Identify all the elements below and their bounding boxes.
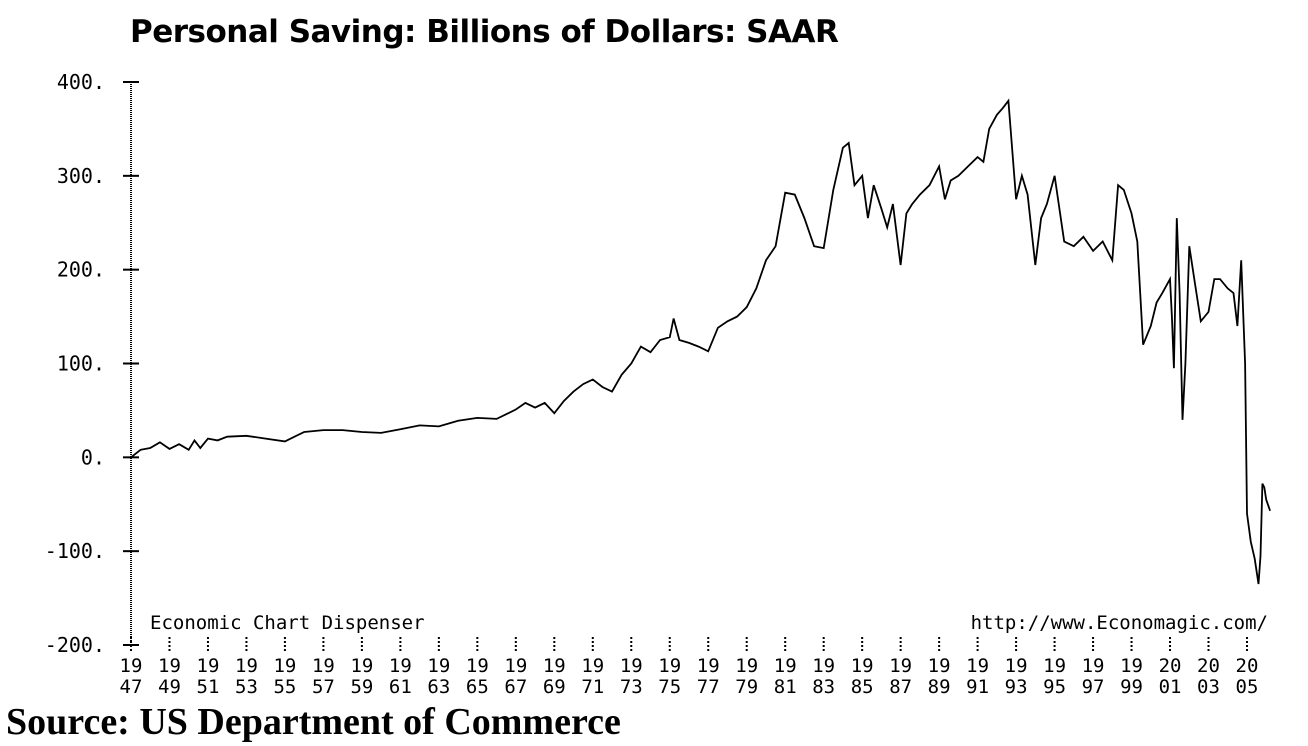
x-tick-label-century: 19	[273, 655, 296, 677]
y-tick-label: 400.	[57, 70, 105, 94]
y-axis-ticks: 400. 300. 200. 100. 0. -100. -200.	[45, 70, 139, 657]
x-tick-label-century: 19	[197, 655, 220, 677]
x-tick-label-century: 19	[1005, 655, 1028, 677]
x-tick-label-century: 20	[1236, 655, 1259, 677]
x-tick-label-century: 19	[389, 655, 412, 677]
x-tick-label-year: 85	[851, 676, 874, 698]
x-tick-label-century: 19	[812, 655, 835, 677]
x-tick-label-year: 83	[812, 676, 835, 698]
x-tick-label-year: 51	[197, 676, 220, 698]
x-tick-label-year: 93	[1005, 676, 1028, 698]
source-caption: Source: US Department of Commerce	[6, 701, 621, 743]
annotation-economic-chart-dispenser: Economic Chart Dispenser	[150, 612, 425, 634]
x-tick-label-year: 59	[350, 676, 373, 698]
x-tick-label-century: 19	[504, 655, 527, 677]
x-tick-label-century: 19	[120, 655, 143, 677]
x-tick-label-century: 19	[697, 655, 720, 677]
x-tick-label-year: 73	[620, 676, 643, 698]
x-tick-label-century: 19	[620, 655, 643, 677]
y-tick-label: 100.	[57, 352, 105, 376]
x-tick-label-year: 75	[658, 676, 681, 698]
x-tick-label-century: 19	[158, 655, 181, 677]
x-tick-label-year: 97	[1082, 676, 1105, 698]
x-tick-label-century: 19	[312, 655, 335, 677]
y-tick-label: -100.	[45, 539, 105, 563]
x-tick-label-century: 20	[1197, 655, 1220, 677]
series-line-personal-saving	[130, 98, 1271, 585]
chart-area: 400.300.200.100.0.-100.-200. 19471949195…	[45, 70, 1271, 698]
x-tick-label-year: 49	[158, 676, 181, 698]
x-tick-label-century: 19	[966, 655, 989, 677]
y-tick-label: 300.	[57, 164, 105, 188]
annotation-economagic-url: http://www.Economagic.com/	[971, 612, 1268, 634]
x-tick-label-century: 19	[889, 655, 912, 677]
x-tick-label-year: 61	[389, 676, 412, 698]
x-tick-label-year: 47	[120, 676, 143, 698]
x-tick-label-century: 19	[735, 655, 758, 677]
x-tick-label-year: 87	[889, 676, 912, 698]
x-tick-label-year: 05	[1236, 676, 1259, 698]
x-tick-label-year: 71	[581, 676, 604, 698]
chart-title: Personal Saving: Billions of Dollars: SA…	[130, 14, 839, 50]
x-tick-label-year: 57	[312, 676, 335, 698]
x-tick-label-century: 19	[658, 655, 681, 677]
x-tick-label-century: 19	[581, 655, 604, 677]
x-tick-label-year: 77	[697, 676, 720, 698]
x-tick-label-year: 55	[273, 676, 296, 698]
x-tick-label-century: 19	[350, 655, 373, 677]
x-tick-label-century: 19	[543, 655, 566, 677]
x-tick-label-year: 01	[1159, 676, 1182, 698]
x-tick-label-year: 99	[1120, 676, 1143, 698]
x-tick-label-year: 53	[235, 676, 258, 698]
x-tick-label-century: 20	[1159, 655, 1182, 677]
x-tick-label-year: 69	[543, 676, 566, 698]
x-tick-label-century: 19	[235, 655, 258, 677]
y-tick-label: 0.	[81, 445, 105, 469]
y-tick-label: 200.	[57, 258, 105, 282]
x-axis-ticks: 1947194919511953195519571959196119631965…	[120, 637, 1259, 698]
x-tick-label-year: 89	[928, 676, 951, 698]
x-tick-label-century: 19	[928, 655, 951, 677]
x-tick-label-year: 65	[466, 676, 489, 698]
x-tick-label-century: 19	[1082, 655, 1105, 677]
x-tick-label-century: 19	[427, 655, 450, 677]
x-tick-label-year: 03	[1197, 676, 1220, 698]
x-tick-label-year: 95	[1043, 676, 1066, 698]
x-tick-label-year: 67	[504, 676, 527, 698]
x-tick-label-year: 81	[774, 676, 797, 698]
x-tick-label-century: 19	[466, 655, 489, 677]
x-tick-label-century: 19	[774, 655, 797, 677]
x-tick-label-year: 91	[966, 676, 989, 698]
x-tick-label-century: 19	[1043, 655, 1066, 677]
x-tick-label-year: 79	[735, 676, 758, 698]
x-tick-label-year: 63	[427, 676, 450, 698]
y-tick-label: -200.	[45, 633, 105, 657]
x-tick-label-century: 19	[851, 655, 874, 677]
x-tick-label-century: 19	[1120, 655, 1143, 677]
